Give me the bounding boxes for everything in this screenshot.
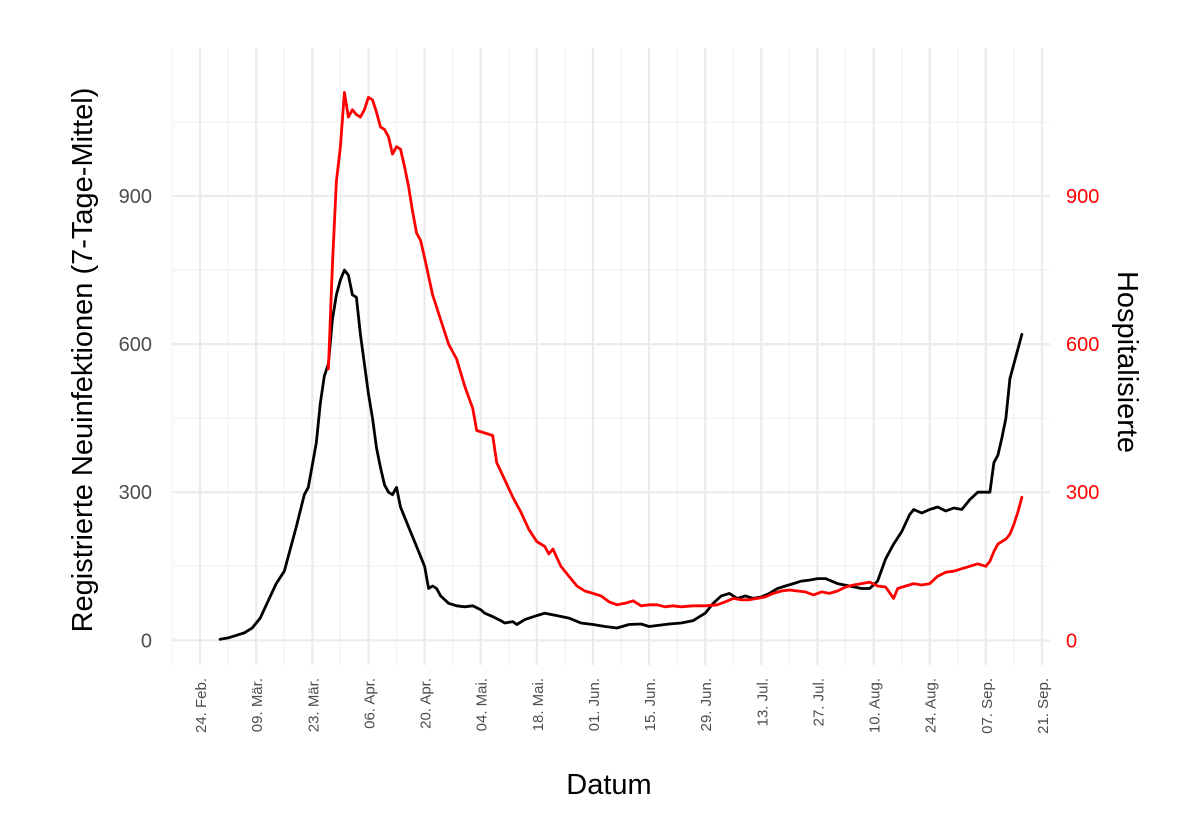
x-tick-label: 04. Mai.	[474, 678, 491, 731]
x-tick-label: 10. Aug.	[867, 678, 884, 733]
x-tick-label: 09. Mär.	[249, 678, 266, 732]
x-tick-label: 21. Sep.	[1035, 678, 1052, 734]
x-tick-label: 23. Mär.	[305, 678, 322, 732]
y-left-tick-label: 900	[119, 186, 152, 208]
x-tick-label: 15. Jun.	[642, 678, 659, 731]
x-tick-label: 24. Aug.	[923, 678, 940, 733]
y-right-tick-label: 0	[1066, 630, 1077, 652]
y-left-tick-label: 0	[141, 630, 152, 652]
y-right-tick-label: 600	[1066, 334, 1099, 356]
x-tick-label: 20. Apr.	[418, 678, 435, 729]
series-line-hospitalisierte	[326, 91, 1024, 609]
y-right-tick-label: 300	[1066, 482, 1099, 504]
y-left-tick-label: 300	[119, 482, 152, 504]
x-tick-label: 27. Jul.	[811, 678, 828, 726]
x-tick-label: 24. Feb.	[193, 678, 210, 733]
x-axis-title: Datum	[566, 769, 651, 801]
series-lines	[218, 91, 1024, 641]
series-line-neuinfektionen	[218, 268, 1024, 641]
y-left-tick-label: 600	[119, 334, 152, 356]
y-axis-left-title: Registrierte Neuinfektionen (7-Tage-Mitt…	[67, 88, 99, 633]
y-axis-right-title: Hospitalisierte	[1111, 271, 1143, 453]
x-tick-label: 29. Jun.	[698, 678, 715, 731]
y-axis-right-ticks: 0 300 600 900	[1066, 186, 1099, 652]
x-tick-label: 13. Jul.	[754, 678, 771, 726]
x-tick-label: 18. Mai.	[530, 678, 547, 731]
x-tick-label: 07. Sep.	[979, 678, 996, 734]
x-tick-label: 06. Apr.	[361, 678, 378, 729]
x-axis-ticks: 24. Feb. 09. Mär. 23. Mär. 06. Apr. 20. Apr.…	[193, 678, 1052, 734]
minor-gridlines	[171, 48, 1050, 665]
y-axis-left-ticks: 0 300 600 900	[119, 186, 152, 652]
major-gridlines	[172, 48, 1050, 665]
x-tick-label: 01. Jun.	[586, 678, 603, 731]
y-right-tick-label: 900	[1066, 186, 1099, 208]
